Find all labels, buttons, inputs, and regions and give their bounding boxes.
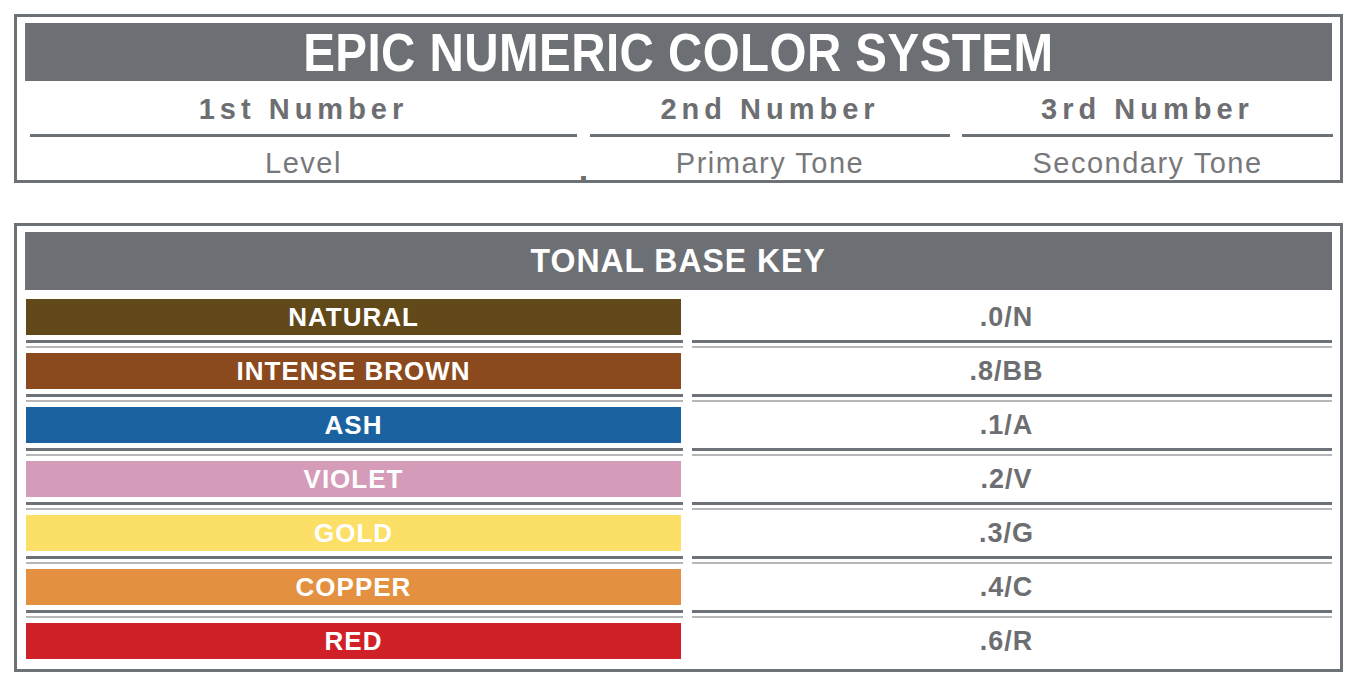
separator-dark-line (26, 556, 1332, 559)
tone-color-bar: INTENSE BROWN (26, 353, 681, 389)
table-row: COPPER .4/C (26, 569, 1332, 605)
tonal-rows: NATURAL .0/N INTENSE BROWN .8/BB (26, 299, 1332, 659)
tone-name: ASH (325, 410, 383, 441)
tonal-row-group: GOLD .3/G (26, 515, 1332, 569)
tone-color-bar: ASH (26, 407, 681, 443)
tonal-title-band: TONAL BASE KEY (25, 232, 1332, 290)
column-third-number: 3rd Number Secondary Tone (962, 93, 1333, 180)
tone-code: .1/A (681, 407, 1332, 443)
numeric-color-system-panel: EPIC NUMERIC COLOR SYSTEM 1st Number Lev… (14, 14, 1343, 183)
tone-name: NATURAL (288, 302, 419, 333)
second-number-meaning: Primary Tone (590, 147, 950, 180)
first-number-label: 1st Number (30, 93, 577, 137)
tone-code: .4/C (681, 569, 1332, 605)
column-gap (950, 93, 962, 180)
table-row: VIOLET .2/V (26, 461, 1332, 497)
row-separator (26, 389, 1332, 407)
system-title: EPIC NUMERIC COLOR SYSTEM (303, 21, 1053, 83)
column-second-number: 2nd Number Primary Tone (590, 93, 950, 180)
tone-color-bar: RED (26, 623, 681, 659)
tonal-title: TONAL BASE KEY (531, 242, 826, 280)
table-row: GOLD .3/G (26, 515, 1332, 551)
separator-light-line (26, 505, 1332, 510)
tone-name: GOLD (314, 518, 393, 549)
separator-light-line (26, 451, 1332, 456)
row-separator (26, 443, 1332, 461)
row-separator (26, 335, 1332, 353)
separator-dark-line (26, 502, 1332, 505)
tone-name: RED (325, 626, 383, 657)
tone-color-bar: VIOLET (26, 461, 681, 497)
tone-color-bar: GOLD (26, 515, 681, 551)
decimal-point: . (577, 93, 590, 180)
system-title-band: EPIC NUMERIC COLOR SYSTEM (25, 23, 1332, 81)
table-row: NATURAL .0/N (26, 299, 1332, 335)
tone-code: .8/BB (681, 353, 1332, 389)
third-number-label: 3rd Number (962, 93, 1333, 137)
separator-dark-line (26, 340, 1332, 343)
separator-dark-line (26, 448, 1332, 451)
separator-light-line (26, 397, 1332, 402)
tonal-row-group: INTENSE BROWN .8/BB (26, 353, 1332, 407)
tone-code: .2/V (681, 461, 1332, 497)
tone-code: .6/R (681, 623, 1332, 659)
table-row: RED .6/R (26, 623, 1332, 659)
row-separator (26, 497, 1332, 515)
third-number-meaning: Secondary Tone (962, 147, 1333, 180)
first-number-meaning: Level (30, 147, 577, 180)
tone-code: .3/G (681, 515, 1332, 551)
separator-light-line (26, 559, 1332, 564)
separator-dark-line (26, 394, 1332, 397)
number-columns-row: 1st Number Level . 2nd Number Primary To… (30, 93, 1333, 180)
tone-code: .0/N (681, 299, 1332, 335)
second-number-label: 2nd Number (590, 93, 950, 137)
tone-name: INTENSE BROWN (237, 356, 471, 387)
tone-color-bar: COPPER (26, 569, 681, 605)
tone-name: COPPER (296, 572, 412, 603)
tonal-row-group: NATURAL .0/N (26, 299, 1332, 353)
separator-light-line (26, 343, 1332, 348)
separator-light-line (26, 613, 1332, 618)
table-row: ASH .1/A (26, 407, 1332, 443)
row-separator (26, 551, 1332, 569)
tonal-row-group: RED .6/R (26, 623, 1332, 659)
tonal-base-key-panel: TONAL BASE KEY NATURAL .0/N INTENSE BROW… (14, 223, 1343, 672)
tone-color-bar: NATURAL (26, 299, 681, 335)
tonal-row-group: COPPER .4/C (26, 569, 1332, 623)
column-first-number: 1st Number Level (30, 93, 577, 180)
tonal-row-group: VIOLET .2/V (26, 461, 1332, 515)
separator-dark-line (26, 610, 1332, 613)
tonal-row-group: ASH .1/A (26, 407, 1332, 461)
row-separator (26, 605, 1332, 623)
tone-name: VIOLET (304, 464, 404, 495)
table-row: INTENSE BROWN .8/BB (26, 353, 1332, 389)
